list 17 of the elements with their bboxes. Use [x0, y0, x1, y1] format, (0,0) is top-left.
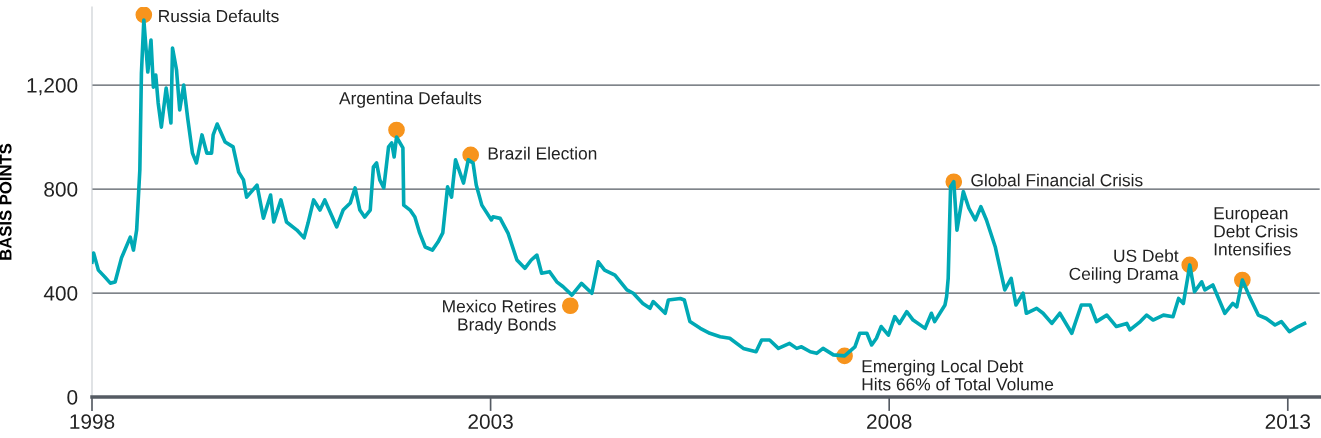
- annotation: Russia Defaults: [159, 9, 279, 23]
- annotation: US Debt Ceiling Drama: [1069, 249, 1179, 284]
- y-tick-label: 800: [44, 182, 78, 197]
- annotation: Global Financial Crisis: [971, 173, 1143, 187]
- annotation: Emerging Local Debt Hits 66% of Total Volume: [862, 359, 1054, 391]
- y-tick-label: 400: [43, 286, 78, 301]
- x-tick-label: 1998: [70, 414, 115, 429]
- annotation: Argentina Defaults: [339, 91, 482, 108]
- y-tick-label: 0: [67, 390, 78, 405]
- annotation: Brazil Election: [488, 146, 597, 160]
- x-tick-label: 2003: [468, 414, 513, 429]
- y-axis-title: BASIS POINTS: [0, 143, 12, 260]
- annotation: European Debt Crisis Intensifies: [1214, 207, 1298, 256]
- y-tick-label: 1,200: [27, 78, 78, 96]
- annotation: Mexico Retires Brady Bonds: [443, 299, 556, 334]
- x-tick-label: 2008: [867, 414, 912, 429]
- x-tick-label: 2013: [1265, 414, 1311, 429]
